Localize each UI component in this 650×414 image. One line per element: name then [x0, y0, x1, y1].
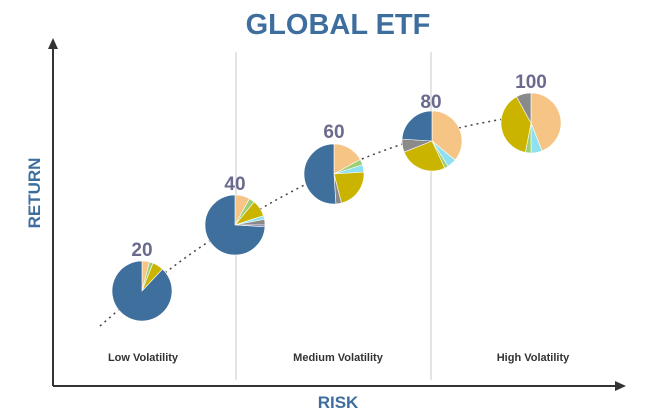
pie-80-slice-blue	[401, 110, 433, 142]
portfolio-label-80: 80	[420, 92, 441, 113]
chart-title: GLOBAL ETF	[246, 9, 431, 41]
portfolio-label-60: 60	[323, 122, 344, 143]
frontier-curve	[99, 117, 511, 327]
portfolio-label-100: 100	[515, 72, 547, 93]
pie-100-slice-olive	[500, 96, 532, 153]
region-label-high: High Volatility	[497, 352, 570, 364]
axes	[48, 38, 626, 391]
pie-80-slice-peach	[431, 110, 463, 161]
pie-60-slice-blue	[303, 143, 337, 205]
x-axis-arrow	[615, 381, 626, 391]
y-axis-label: RETURN	[25, 158, 44, 229]
pie-100-slice-gray	[516, 92, 532, 124]
pie-portfolio-80	[401, 110, 463, 172]
pie-portfolio-40	[204, 194, 266, 256]
portfolio-label-40: 40	[224, 174, 245, 195]
pie-40-slice-blue	[204, 194, 266, 256]
y-axis-arrow	[48, 38, 58, 49]
pie-portfolio-60	[303, 143, 365, 205]
pie-80-slice-olive	[403, 140, 446, 172]
region-label-low: Low Volatility	[108, 352, 179, 364]
region-label-medium: Medium Volatility	[293, 352, 384, 364]
portfolio-label-20: 20	[131, 240, 152, 261]
pie-20-slice-blue	[111, 260, 173, 322]
pie-60-slice-olive	[333, 171, 365, 204]
pie-portfolio-20	[111, 260, 173, 322]
pie-100-slice-peach	[530, 92, 562, 152]
pie-portfolio-100	[500, 92, 562, 154]
x-axis-label: RISK	[318, 393, 359, 412]
